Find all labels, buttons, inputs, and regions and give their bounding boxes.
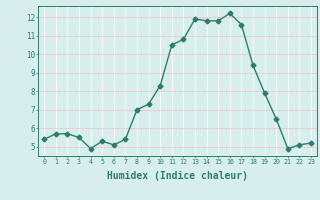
X-axis label: Humidex (Indice chaleur): Humidex (Indice chaleur): [107, 171, 248, 181]
